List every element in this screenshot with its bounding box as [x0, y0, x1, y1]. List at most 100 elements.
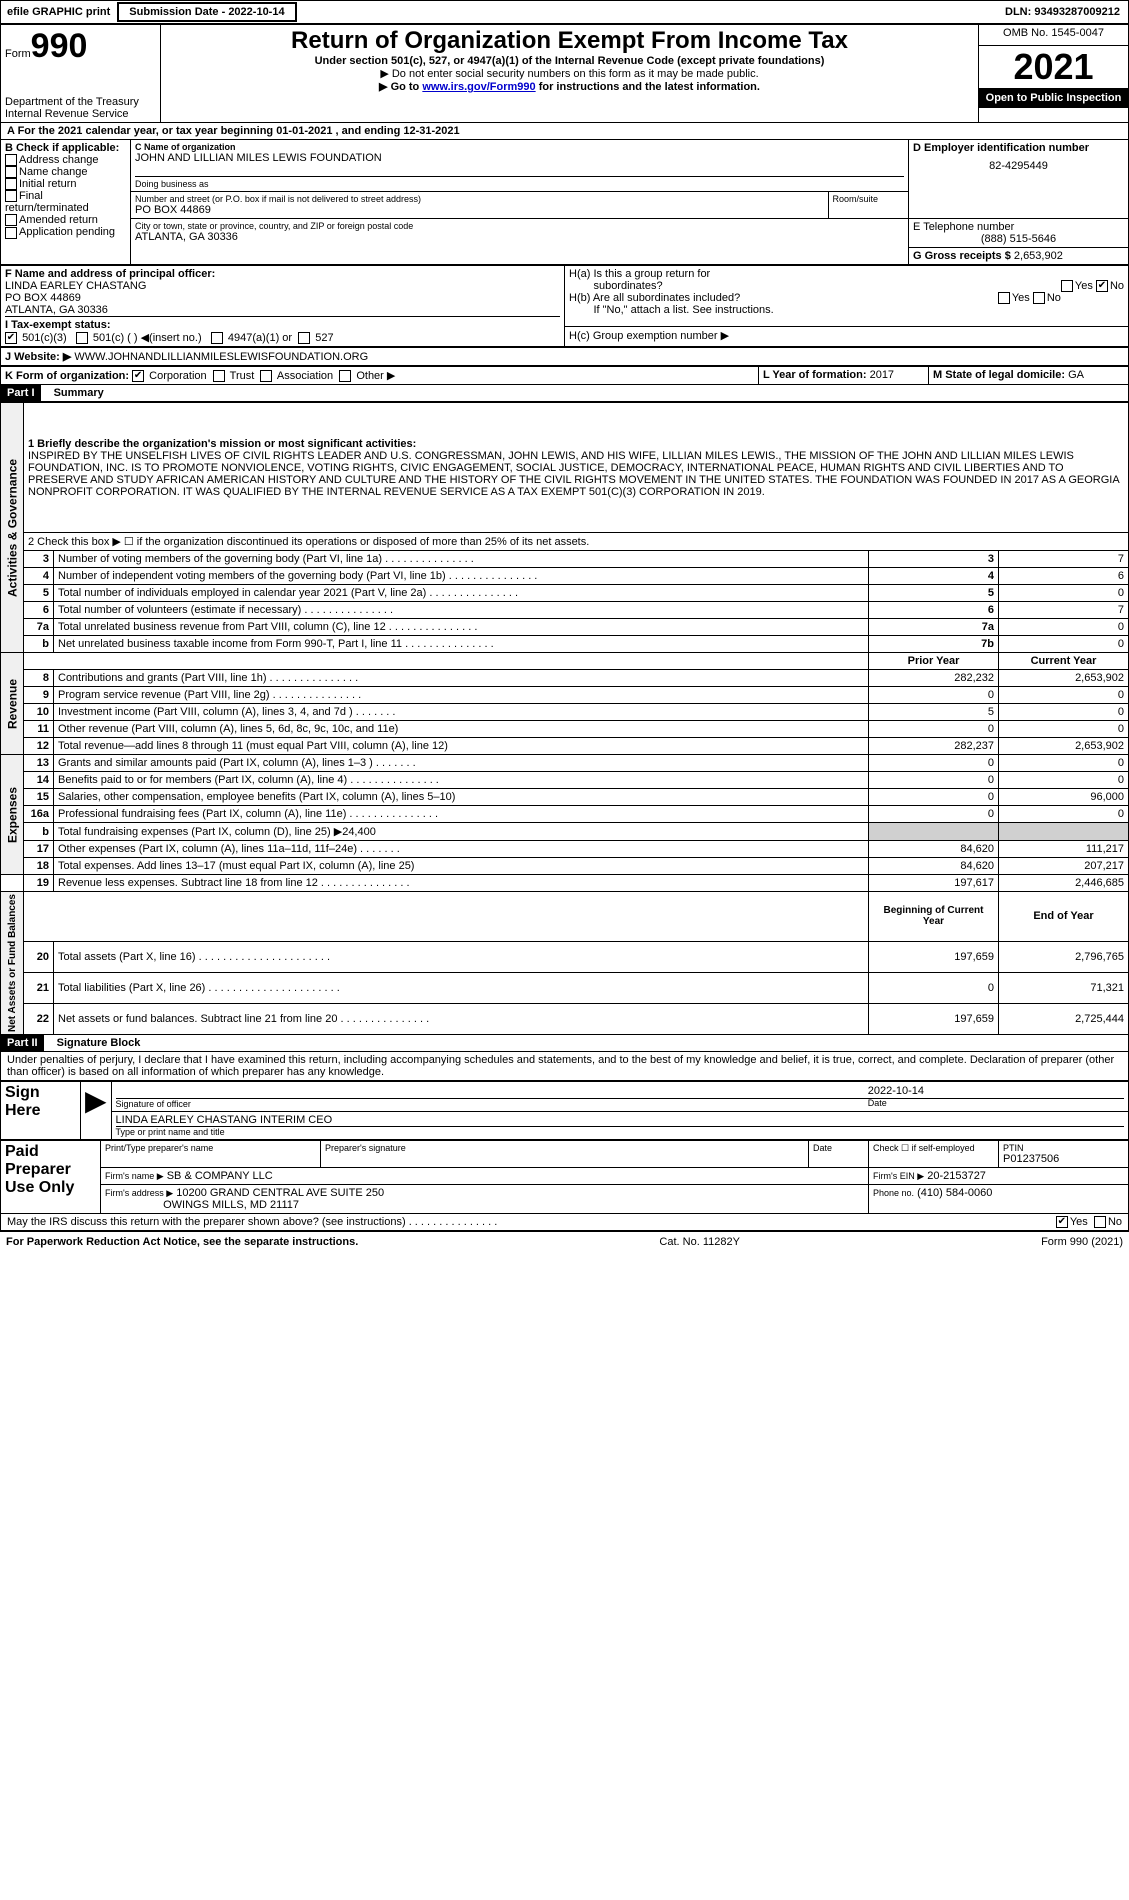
check-final-return[interactable]: Final return/terminated [5, 190, 126, 214]
check-501c3[interactable]: ✔ [5, 332, 17, 344]
form-subtitle-2: ▶ Do not enter social security numbers o… [165, 67, 974, 80]
prior-13: 0 [869, 755, 999, 772]
officer-name: LINDA EARLEY CHASTANG [5, 280, 560, 292]
phone-label-e: E Telephone number [913, 221, 1124, 233]
type-label: Type or print name and title [116, 1126, 1124, 1137]
val-4: 6 [999, 568, 1129, 585]
curr-22: 2,725,444 [999, 1004, 1129, 1035]
footer-right: Form 990 (2021) [1041, 1236, 1123, 1248]
preparer-table: Paid Preparer Use Only Print/Type prepar… [0, 1140, 1129, 1214]
sign-here-label: Sign Here [1, 1082, 81, 1140]
firm-phone: (410) 584-0060 [917, 1187, 992, 1199]
hb-note: If "No," attach a list. See instructions… [593, 304, 773, 316]
check-trust[interactable] [213, 370, 225, 382]
officer-addr1: PO BOX 44869 [5, 292, 560, 304]
prior-15: 0 [869, 789, 999, 806]
phone-value: (888) 515-5646 [913, 233, 1124, 245]
curr-21: 71,321 [999, 972, 1129, 1003]
label-9: Program service revenue (Part VIII, line… [54, 687, 869, 704]
ha-sub: subordinates? [593, 280, 662, 292]
ha-label: H(a) Is this a group return for [569, 268, 710, 280]
label-11: Other revenue (Part VIII, column (A), li… [54, 721, 869, 738]
val-7a: 0 [999, 619, 1129, 636]
label-6: Total number of volunteers (estimate if … [54, 602, 869, 619]
discuss-label: May the IRS discuss this return with the… [7, 1216, 497, 1228]
form-number: 990 [31, 27, 88, 65]
prep-name-label: Print/Type preparer's name [101, 1141, 321, 1168]
officer-sig-name: LINDA EARLEY CHASTANG INTERIM CEO [116, 1114, 1124, 1126]
hb-yes[interactable] [998, 292, 1010, 304]
label-18: Total expenses. Add lines 13–17 (must eq… [54, 858, 869, 875]
ha-yes[interactable] [1061, 280, 1073, 292]
name-label: C Name of organization [135, 142, 904, 152]
check-527[interactable] [298, 332, 310, 344]
open-public: Open to Public Inspection [979, 88, 1128, 108]
label-21: Total liabilities (Part X, line 26) [54, 972, 869, 1003]
label-13: Grants and similar amounts paid (Part IX… [54, 755, 869, 772]
line1-label: 1 Briefly describe the organization's mi… [28, 438, 1124, 450]
label-17: Other expenses (Part IX, column (A), lin… [54, 841, 869, 858]
vlabel-exp: Expenses [1, 755, 24, 875]
row-4: 4Number of independent voting members of… [1, 568, 1129, 585]
tax-year: 2021 [979, 46, 1128, 88]
check-name-change[interactable]: Name change [5, 166, 126, 178]
row-22: 22Net assets or fund balances. Subtract … [1, 1004, 1129, 1035]
check-initial-return[interactable]: Initial return [5, 178, 126, 190]
curr-13: 0 [999, 755, 1129, 772]
prior-16b [869, 823, 999, 841]
vlabel-gov: Activities & Governance [1, 403, 24, 653]
check-amended[interactable]: Amended return [5, 214, 126, 226]
check-app-pending[interactable]: Application pending [5, 226, 126, 238]
curr-20: 2,796,765 [999, 941, 1129, 972]
firm-name-label: Firm's name ▶ [105, 1171, 164, 1181]
prior-11: 0 [869, 721, 999, 738]
opt-501c: 501(c) ( ) ◀(insert no.) [93, 332, 202, 344]
row-9: 9Program service revenue (Part VIII, lin… [1, 687, 1129, 704]
discuss-no[interactable] [1094, 1216, 1106, 1228]
row-16b: bTotal fundraising expenses (Part IX, co… [1, 823, 1129, 841]
ein-value: 82-4295449 [913, 160, 1124, 172]
goto-suffix: for instructions and the latest informat… [536, 81, 760, 93]
vlabel-net: Net Assets or Fund Balances [1, 892, 24, 1035]
website-value: WWW.JOHNANDLILLIANMILESLEWISFOUNDATION.O… [74, 351, 368, 363]
gross-label: G Gross receipts $ [913, 250, 1011, 262]
check-corp[interactable]: ✔ [132, 370, 144, 382]
vlabel-rev: Revenue [1, 653, 24, 755]
form-subtitle-1: Under section 501(c), 527, or 4947(a)(1)… [165, 55, 974, 67]
sig-officer-label: Signature of officer [116, 1099, 191, 1109]
opt-initial-return: Initial return [19, 178, 76, 190]
label-19: Revenue less expenses. Subtract line 18 … [54, 875, 869, 892]
box-4: 4 [869, 568, 999, 585]
k-label: K Form of organization: [5, 370, 129, 382]
irs-label: Internal Revenue Service [5, 108, 156, 120]
yes-label-3: Yes [1070, 1216, 1088, 1228]
discuss-yes[interactable]: ✔ [1056, 1216, 1068, 1228]
check-address-change[interactable]: Address change [5, 154, 126, 166]
curr-14: 0 [999, 772, 1129, 789]
section-b-label: B Check if applicable: [5, 142, 126, 154]
label-12: Total revenue—add lines 8 through 11 (mu… [54, 738, 869, 755]
ptin-value: P01237506 [1003, 1153, 1124, 1165]
ha-no[interactable]: ✔ [1096, 280, 1108, 292]
hb-no[interactable] [1033, 292, 1045, 304]
val-7b: 0 [999, 636, 1129, 653]
check-4947[interactable] [211, 332, 223, 344]
check-501c[interactable] [76, 332, 88, 344]
submission-date-button[interactable]: Submission Date - 2022-10-14 [117, 2, 296, 22]
check-assoc[interactable] [260, 370, 272, 382]
form-subtitle-3: ▶ Go to www.irs.gov/Form990 for instruct… [165, 80, 974, 93]
firm-ein: 20-2153727 [927, 1170, 986, 1182]
org-city: ATLANTA, GA 30336 [135, 231, 904, 243]
sig-date: 2022-10-14 [868, 1085, 924, 1097]
hc-label: H(c) Group exemption number ▶ [565, 326, 1129, 347]
opt-corp: Corporation [149, 370, 206, 382]
irs-link[interactable]: www.irs.gov/Form990 [422, 81, 535, 93]
col-prior: Prior Year [869, 653, 999, 670]
row-19: 19Revenue less expenses. Subtract line 1… [1, 875, 1129, 892]
addr-label: Number and street (or P.O. box if mail i… [135, 194, 824, 204]
curr-9: 0 [999, 687, 1129, 704]
prior-16a: 0 [869, 806, 999, 823]
check-other[interactable] [339, 370, 351, 382]
omb-number: OMB No. 1545-0047 [979, 25, 1129, 46]
opt-527: 527 [315, 332, 333, 344]
